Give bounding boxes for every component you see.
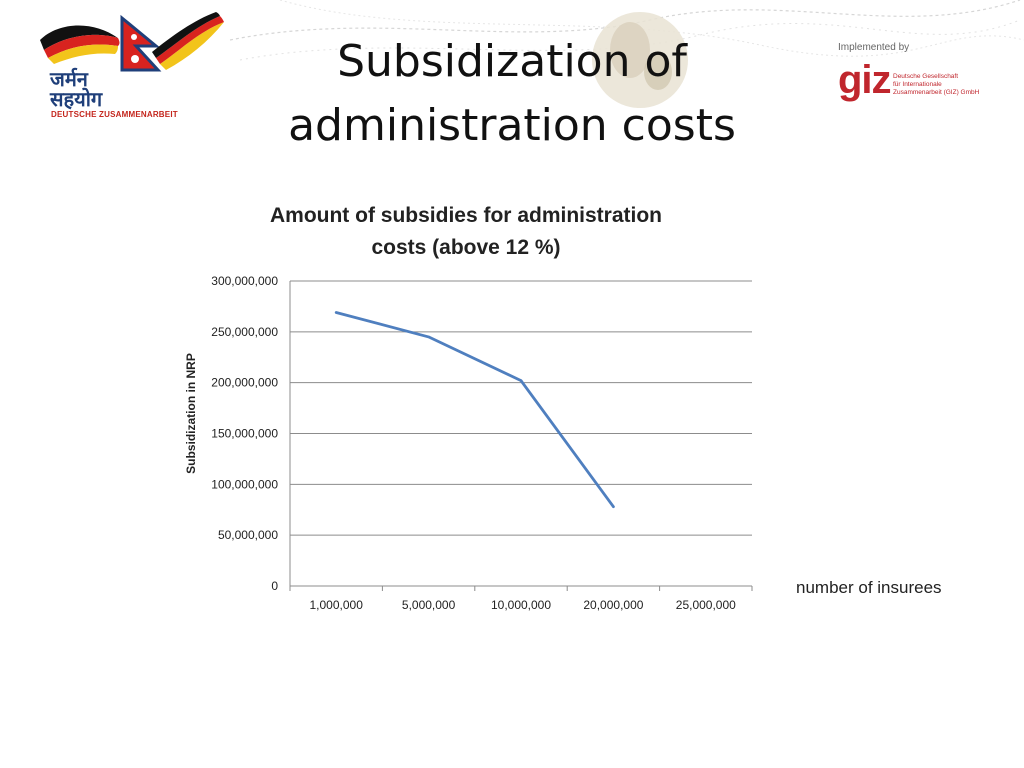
y-tick-label: 300,000,000 (211, 274, 278, 288)
x-tick-label: 25,000,000 (676, 598, 736, 612)
background-decoration (229, 0, 1024, 108)
page-title: Subsidization of administration costs (250, 30, 774, 158)
x-tick-label: 1,000,000 (310, 598, 364, 612)
chart-title-line: costs (above 12 %) (371, 236, 561, 259)
y-tick-label: 150,000,000 (211, 427, 278, 441)
data-point (427, 335, 430, 339)
y-tick-label: 200,000,000 (211, 376, 278, 390)
y-tick-label: 250,000,000 (211, 325, 278, 339)
implemented-by-label: Implemented by (838, 42, 910, 53)
logo-hindi-line1: जर्मन (50, 67, 88, 91)
line-chart: 0 50,000,000 100,000,000 150,000,000 200,000… (184, 274, 753, 612)
data-point (612, 505, 615, 508)
title-line: administration costs (288, 100, 736, 151)
y-tick-label: 50,000,000 (218, 528, 278, 542)
series-line (334, 311, 615, 509)
flags-swoosh-icon (40, 12, 224, 72)
x-axis-label: number of insurees (796, 578, 942, 597)
giz-org-line: Deutsche Gesellschaft (893, 73, 959, 80)
giz-logo: giz (838, 58, 892, 102)
logo-hindi-line2: सहयोग (50, 87, 103, 111)
y-axis-label: Subsidization in NRP (184, 353, 198, 474)
data-point (519, 379, 523, 382)
x-tick-label: 10,000,000 (491, 598, 551, 612)
chart-title: Amount of subsidies for administration c… (246, 200, 686, 264)
giz-org-name: Deutsche Gesellschaft für Internationale… (893, 73, 979, 97)
german-cooperation-logo: जर्मन सहयोग DEUTSCHE ZUSAMMENARBEIT (38, 12, 228, 122)
data-point (335, 311, 338, 314)
chart-title-line: Amount of subsidies for administration (269, 204, 663, 227)
y-tick-label: 0 (271, 579, 278, 593)
giz-org-line: für Internationale (893, 81, 942, 88)
x-tick-label: 5,000,000 (402, 598, 456, 612)
x-tick-label: 20,000,000 (583, 598, 643, 612)
y-tick-label: 100,000,000 (211, 477, 278, 491)
title-line: Subsidization of (337, 36, 687, 87)
giz-org-line: Zusammenarbeit (GIZ) GmbH (893, 89, 980, 96)
logo-subtitle: DEUTSCHE ZUSAMMENARBEIT (51, 110, 178, 119)
